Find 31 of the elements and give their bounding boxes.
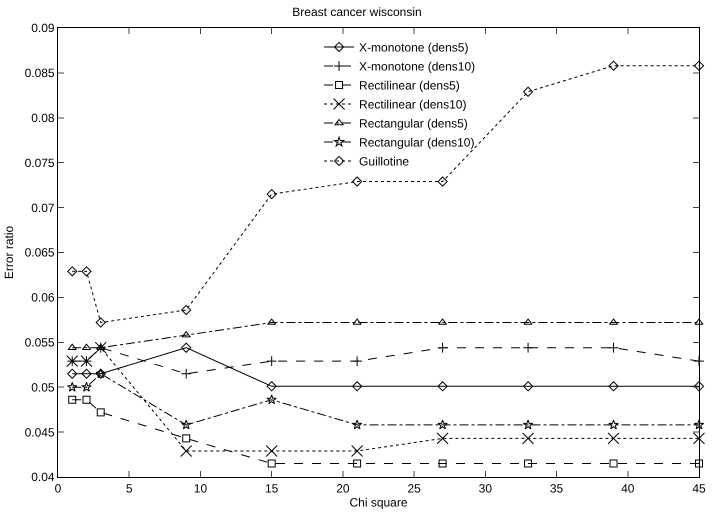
y-tick-label: 0.065 [24,246,55,260]
legend-label: Rectangular (dens10) [359,136,474,150]
legend-label: Guillotine [359,154,410,169]
legend-label: Rectilinear (dens5) [359,78,460,93]
y-tick-label: 0.04 [31,470,55,484]
x-tick-label: 0 [54,481,62,496]
y-tick-label: 0.08 [31,111,55,125]
y-tick-label: 0.06 [31,290,55,305]
y-tick-label: 0.09 [31,21,55,36]
x-tick-label: 25 [407,481,422,496]
chart-title: Breast cancer wisconsin [292,5,422,20]
y-tick-label: 0.085 [24,66,55,80]
x-axis-title: Chi square [349,495,408,510]
x-tick-label: 5 [126,481,133,496]
x-tick-label: 10 [194,481,208,496]
legend-label: X-monotone (dens10) [359,60,476,74]
legend-label: Rectangular (dens5) [359,116,468,131]
x-tick-label: 40 [621,481,635,496]
y-tick-label: 0.055 [24,336,55,350]
x-tick-label: 20 [336,481,350,496]
y-tick-label: 0.07 [31,200,55,215]
legend-label: Rectilinear (dens10) [359,98,466,112]
x-tick-label: 15 [264,481,279,496]
legend-label: X-monotone (dens5) [359,40,468,55]
y-axis-title: Error ratio [2,226,16,280]
x-tick-label: 30 [478,481,492,496]
x-tick-label: 45 [692,481,706,496]
x-tick-label: 35 [550,481,564,496]
y-tick-label: 0.075 [24,156,55,170]
y-tick-label: 0.05 [31,380,55,394]
y-tick-label: 0.045 [24,425,55,440]
